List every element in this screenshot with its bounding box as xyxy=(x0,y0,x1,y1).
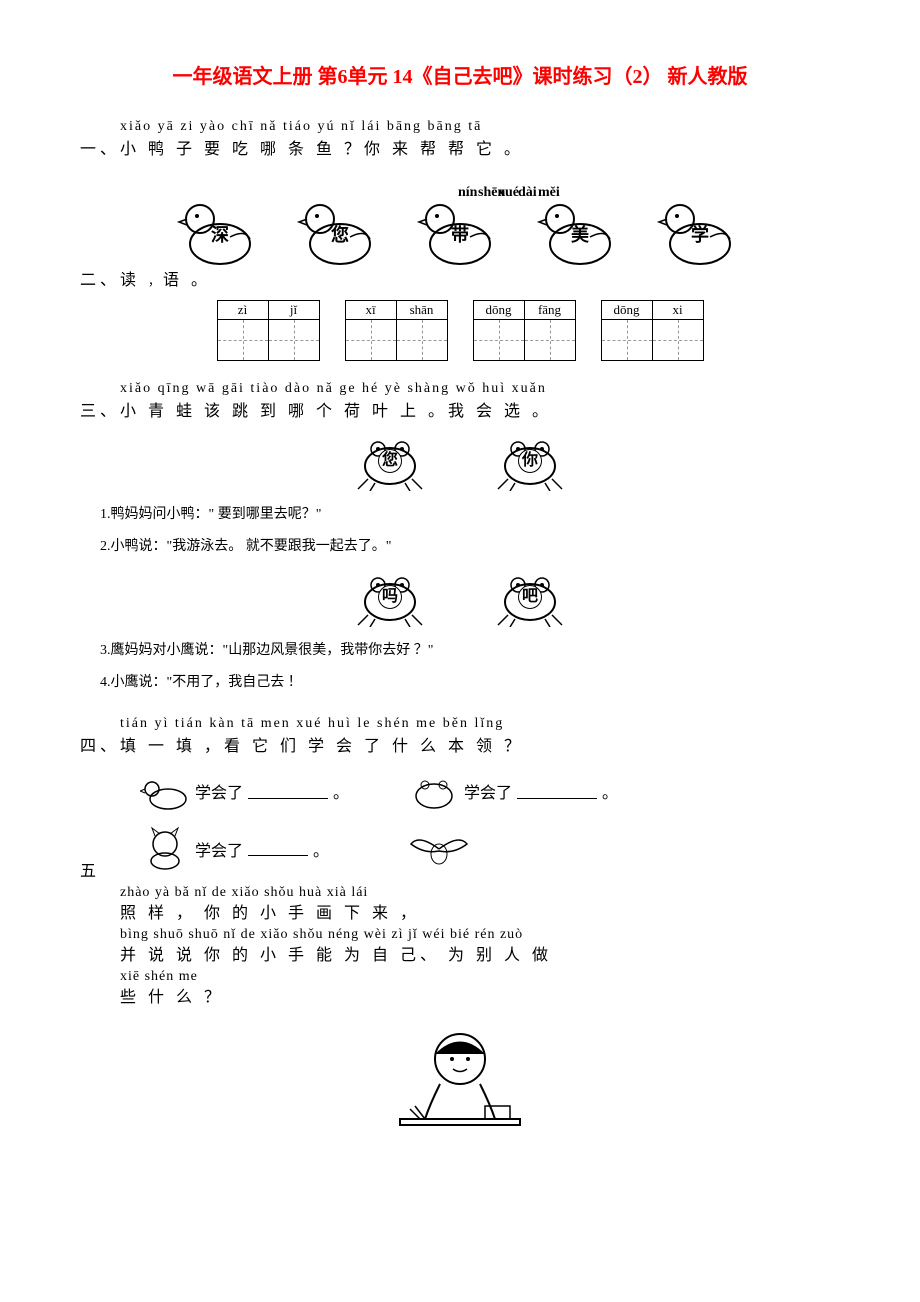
duck-item: 学 xyxy=(655,189,745,269)
section-3: xiǎo qīng wā gāi tiào dào nǎ ge hé yè sh… xyxy=(80,381,840,691)
section1-pinyin: xiǎo yā zi yào chī nǎ tiáo yú nǐ lái bān… xyxy=(120,119,840,135)
duck-item: 深 xyxy=(175,189,265,269)
section-5: 五 zhào yà bǎ nǐ de xiǎo shǒu huà xià lái… xyxy=(80,861,840,1009)
frog-char: 吗 xyxy=(378,585,402,609)
duck-char: 深 xyxy=(211,221,229,247)
tianzi-grid: xīshān xyxy=(345,300,448,361)
frog-item: 吗 xyxy=(350,567,430,627)
section2-num: 二、 xyxy=(80,272,120,289)
grid-row: zìjǐ xīshān dōngfāng dōngxi xyxy=(80,300,840,361)
fish-label: dài xyxy=(518,185,537,201)
duck-char: 您 xyxy=(331,221,349,247)
duck-item: 美 xyxy=(535,189,625,269)
boy-drawing xyxy=(80,1024,840,1159)
duck-char: 美 xyxy=(571,221,589,247)
sentence: 4.小鹰说："不用了，我自己去 ！ xyxy=(100,671,840,691)
duck-icon xyxy=(140,771,190,811)
eagle-icon xyxy=(409,829,469,869)
section4-pinyin: tián yì tián kàn tā men xué huì le shén … xyxy=(120,716,840,732)
section3-pinyin: xiǎo qīng wā gāi tiào dào nǎ ge hé yè sh… xyxy=(120,381,840,397)
duck-item: 带 xyxy=(415,189,505,269)
frog-row-1: 您你 xyxy=(80,431,840,491)
section-1: xiǎo yā zi yào chī nǎ tiáo yú nǐ lái bān… xyxy=(80,119,840,269)
sec5-line: bìng shuō shuō nǐ de xiǎo shǒu néng wèi … xyxy=(120,925,840,967)
tianzi-grid: dōngxi xyxy=(601,300,704,361)
duck-char: 学 xyxy=(691,221,709,247)
cat-icon xyxy=(140,826,190,871)
animal-eagle xyxy=(409,829,469,869)
section-4: tián yì tián kàn tā men xué huì le shén … xyxy=(80,716,840,871)
frog-char: 你 xyxy=(518,449,542,473)
section3-text: 三、小 青 蛙 该 跳 到 哪 个 荷 叶 上 。我 会 选 。 xyxy=(80,397,840,421)
section1-text: 一、小 鸭 子 要 吃 哪 条 鱼 ？你 来 帮 帮 它 。 xyxy=(80,135,840,159)
frog-item: 吧 xyxy=(490,567,570,627)
frog-item: 您 xyxy=(350,431,430,491)
sentence: 1.鸭妈妈问小鸭：" 要到哪里去呢？" xyxy=(100,503,840,523)
blank[interactable] xyxy=(248,841,308,856)
frog-icon xyxy=(409,771,459,811)
sec5-line: zhào yà bǎ nǐ de xiǎo shǒu huà xià lái照 … xyxy=(120,883,840,925)
boy-icon xyxy=(380,1024,540,1154)
frog-item: 你 xyxy=(490,431,570,491)
section3-num: 三、 xyxy=(80,403,120,420)
sec5-line: xiē shén me些 什 么 ？ xyxy=(120,967,840,1009)
sentence: 3.鹰妈妈对小鹰说："山那边风景很美，我带你去好 ？" xyxy=(100,639,840,659)
animal-duck: 学会了。 xyxy=(140,771,349,811)
section1-num: 一、 xyxy=(80,141,120,158)
duck-row: 深您带美学 xyxy=(80,189,840,269)
section4-num: 四、 xyxy=(80,738,120,755)
tianzi-grid: dōngfāng xyxy=(473,300,576,361)
page-title: 一年级语文上册 第6单元 14《自己去吧》课时练习（2） 新人教版 xyxy=(80,60,840,89)
frog-char: 您 xyxy=(378,449,402,473)
frog-char: 吧 xyxy=(518,585,542,609)
duck-char: 带 xyxy=(451,221,469,247)
animal-cat: 学会了。 xyxy=(140,826,329,871)
animal-row-1: 学会了。 学会了。 xyxy=(140,771,840,811)
section-2: 二、读 ， 语 。 zìjǐxīshāndōngfāngdōngxi xyxy=(80,266,840,361)
animal-frog: 学会了。 xyxy=(409,771,618,811)
sentences-1: 1.鸭妈妈问小鸭：" 要到哪里去呢？" 2.小鸭说："我游泳去。 就不要跟我一起去… xyxy=(80,503,840,555)
tianzi-grid: zìjǐ xyxy=(217,300,320,361)
sentences-2: 3.鹰妈妈对小鹰说："山那边风景很美，我带你去好 ？" 4.小鹰说："不用了，我自… xyxy=(80,639,840,691)
duck-item: 您 xyxy=(295,189,385,269)
blank[interactable] xyxy=(517,784,597,799)
sentence: 2.小鸭说："我游泳去。 就不要跟我一起去了。" xyxy=(100,535,840,555)
section4-text: 四、填 一 填 ，看 它 们 学 会 了 什 么 本 领 ？ xyxy=(80,732,840,756)
frog-row-2: 吗吧 xyxy=(80,567,840,627)
blank[interactable] xyxy=(248,784,328,799)
section5-num: 五 xyxy=(80,863,100,880)
